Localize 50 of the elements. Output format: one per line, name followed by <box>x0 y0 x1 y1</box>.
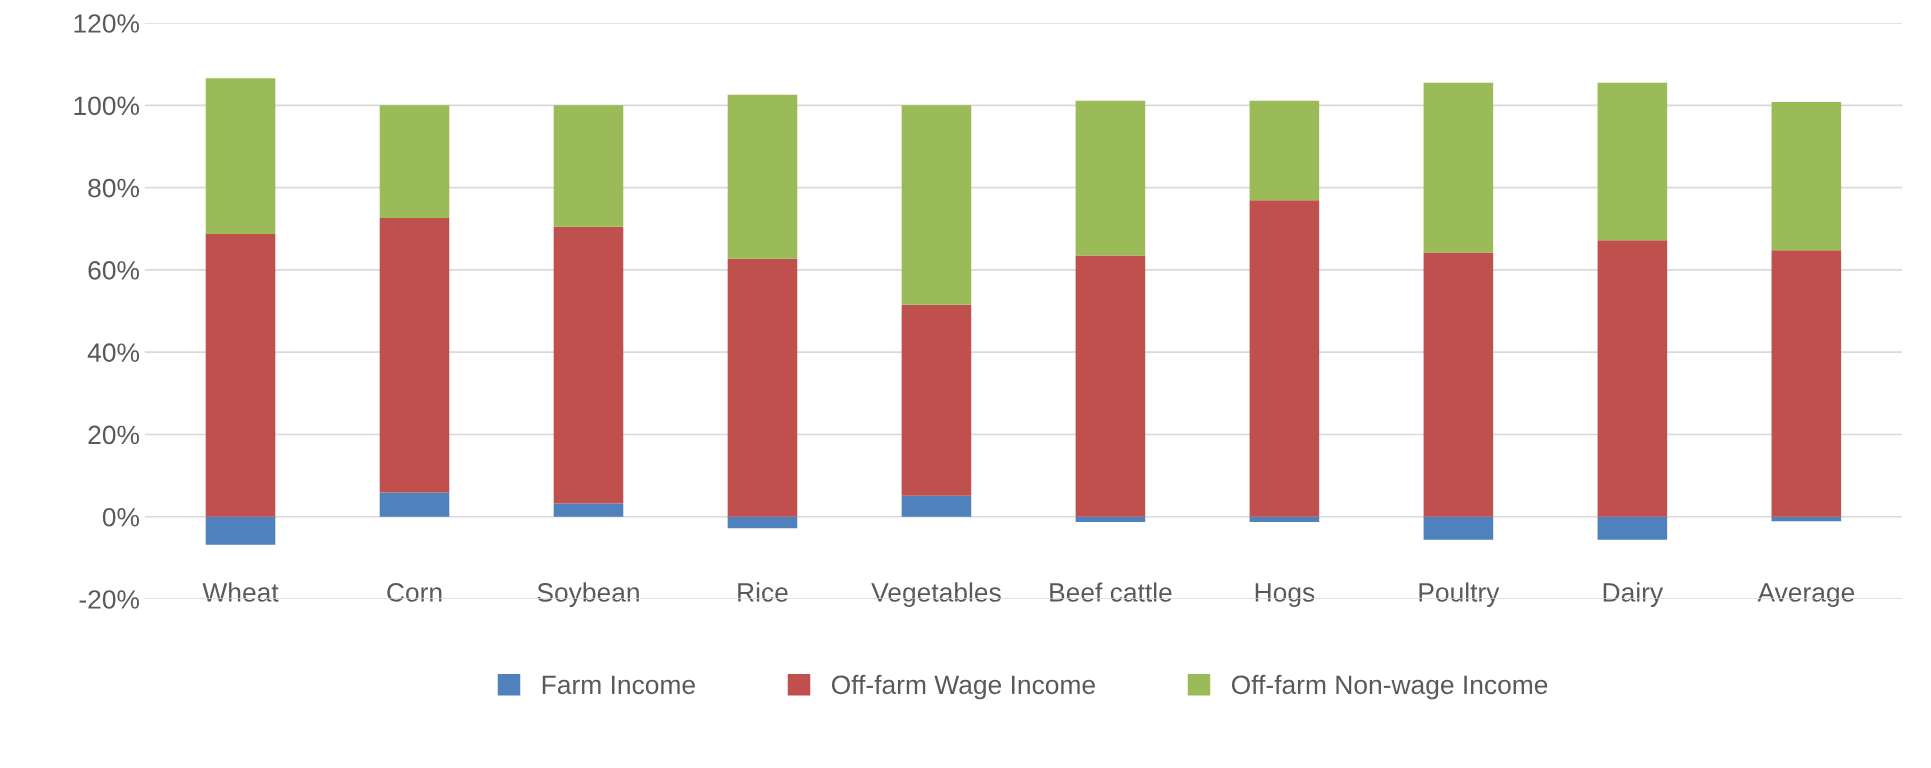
bar <box>553 105 624 227</box>
bar <box>1249 100 1320 201</box>
bar <box>1771 250 1842 517</box>
bar <box>205 516 276 545</box>
bar <box>1597 240 1668 517</box>
legend-label: Off-farm Wage Income <box>831 674 1095 700</box>
bar <box>901 495 972 517</box>
bar <box>1423 82 1494 253</box>
y-tick-label: 80% <box>88 178 140 198</box>
bar <box>553 226 624 504</box>
bar <box>727 94 798 259</box>
x-tick-label: Hogs <box>1255 583 1315 607</box>
y-tick-label: 0% <box>102 507 140 527</box>
y-tick-label: -20% <box>79 590 140 609</box>
y-tick-label: 40% <box>87 343 140 362</box>
bar <box>553 503 624 517</box>
bar <box>1075 255 1146 517</box>
bar <box>379 218 450 493</box>
bar <box>1423 252 1494 517</box>
x-tick-label: Soybean <box>537 582 639 607</box>
x-tick-label: Vegetables <box>871 582 1001 607</box>
bar <box>727 516 798 529</box>
bar <box>901 105 972 305</box>
y-tick-label: 20% <box>88 425 140 445</box>
bar <box>205 234 276 517</box>
y-tick-label: 120% <box>74 14 140 33</box>
bar <box>1249 516 1320 523</box>
y-tick-label: 100% <box>74 96 140 116</box>
x-tick-label: Beef cattle <box>1050 582 1172 602</box>
x-tick-label: Wheat <box>202 582 279 602</box>
x-tick-label: Corn <box>387 583 442 602</box>
bar <box>379 105 450 219</box>
bar <box>379 492 450 517</box>
x-tick-label: Dairy <box>1603 582 1664 607</box>
bar <box>205 78 276 235</box>
bar <box>901 304 972 496</box>
bar <box>1075 100 1146 256</box>
x-tick-label: Average <box>1757 583 1855 607</box>
bar <box>1075 516 1146 523</box>
legend-label: Farm Income <box>542 675 695 695</box>
bar <box>727 258 798 517</box>
y-tick-label: 60% <box>88 261 140 280</box>
legend-label: Off-farm Non-wage Income <box>1231 674 1548 700</box>
bar <box>1597 516 1668 540</box>
x-tick-label: Poultry <box>1419 582 1500 607</box>
bar <box>1249 200 1320 517</box>
x-tick-label: Rice <box>738 582 788 602</box>
bar <box>1423 516 1494 540</box>
bar <box>1771 102 1842 251</box>
bar <box>1597 82 1668 241</box>
